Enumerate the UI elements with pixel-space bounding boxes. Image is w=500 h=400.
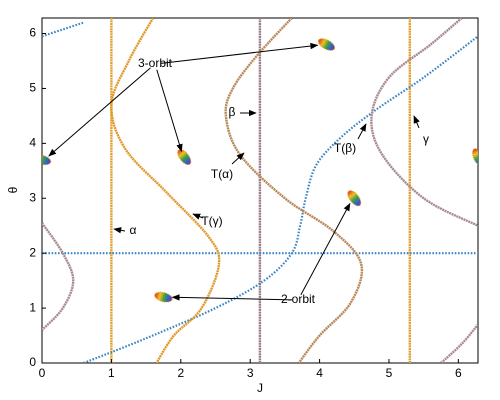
orbit-arrow [48,67,151,157]
x-tick-label: 1 [108,366,115,380]
orbit-point [42,154,52,166]
curve [42,21,478,363]
annotation-arrow [357,123,367,140]
x-tick-label: 2 [177,366,184,380]
y-tick-label: 4 [29,136,36,150]
orbit-point [317,38,336,51]
annotation-arrow [113,227,126,234]
y-tick-label: 5 [29,81,36,95]
x-tick-label: 3 [247,366,254,380]
curve [110,18,221,363]
annotation-arrow [192,213,204,220]
annotation-arrow [413,115,420,129]
orbit-arrow [160,42,319,64]
x-tick-label: 5 [386,366,393,380]
orbit-point [347,190,362,207]
curve [42,18,478,363]
y-tick-label: 3 [29,190,36,204]
annotation: T(β) [334,141,356,155]
x-tick-label: 4 [316,366,323,380]
orbit-point [177,148,192,166]
y-tick-label: 6 [29,26,36,40]
orbit-label: 2-orbit [281,292,316,306]
orbit-label: 3-orbit [138,56,173,70]
orbit-arrow [171,294,293,301]
x-tick-label: 6 [455,366,462,380]
y-tick-label: 2 [29,245,36,259]
y-tick-label: 0 [29,355,36,369]
annotation: β [229,105,236,119]
x-axis-label: J [257,381,263,395]
x-tick-label: 0 [39,366,46,380]
y-axis-label: θ [6,186,20,193]
curve [224,18,364,363]
orbit-point [471,148,478,167]
annotation: α [130,223,137,237]
orbit-arrow [300,202,351,295]
plot-area [42,18,478,363]
annotation: T(γ) [201,214,222,228]
annotation: γ [423,132,429,146]
annotation: T(α) [211,167,233,181]
y-tick-label: 1 [29,300,36,314]
annotation-arrow [231,152,245,165]
orbit-arrow [156,69,183,153]
